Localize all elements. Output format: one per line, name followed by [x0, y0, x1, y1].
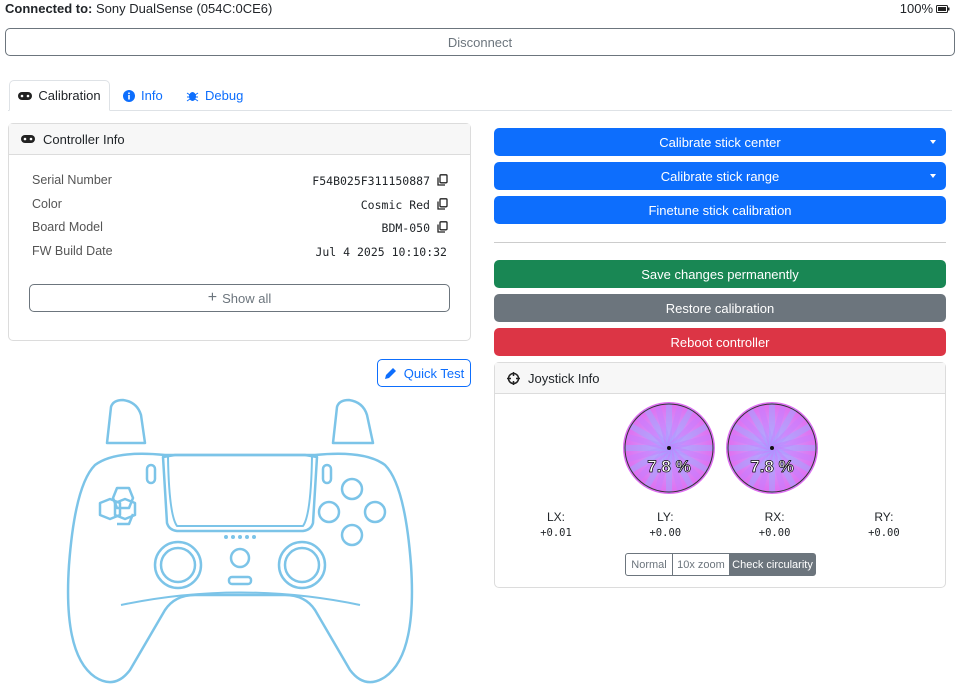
- axis-label: LY:: [657, 510, 674, 524]
- info-label: Color: [32, 196, 62, 211]
- stick-graphic: [623, 402, 715, 494]
- mode-button[interactable]: Check circularity: [729, 553, 816, 576]
- gamepad-icon: [21, 135, 35, 143]
- show-all-button[interactable]: + Show all: [29, 284, 450, 312]
- copy-glyph: [437, 174, 448, 186]
- copy-glyph: [437, 197, 448, 210]
- info-value: F54B025F311150887: [312, 174, 430, 188]
- tab-active[interactable]: Calibration: [9, 80, 110, 111]
- info-label: Serial Number: [32, 173, 112, 187]
- card-header: Joystick Info: [495, 363, 945, 394]
- button-label: Show all: [222, 290, 272, 306]
- controller-info-card: Controller Info Serial Number F54B025F311…: [8, 123, 471, 341]
- joystick-info-card: Joystick Info: [494, 362, 946, 588]
- info-label: FW Build Date: [32, 244, 113, 259]
- button-label: Restore calibration: [665, 300, 775, 316]
- tab-line: [8, 110, 952, 111]
- tab[interactable]: Info: [123, 88, 163, 103]
- quick-test-button[interactable]: Quick Test: [377, 359, 471, 387]
- gamepad-icon: [18, 91, 33, 100]
- divider: [494, 242, 946, 243]
- button-label: Finetune stick calibration: [648, 202, 792, 218]
- tab-label: Calibration: [38, 88, 101, 103]
- axis-label: LX:: [546, 510, 565, 524]
- stick-circle: 7.8 %: [622, 401, 716, 495]
- dropdown-caret: [930, 140, 936, 144]
- action-button[interactable]: Reboot controller: [494, 328, 946, 356]
- button-label: Calibrate stick range: [660, 168, 780, 184]
- info-label: Board Model: [32, 220, 103, 235]
- action-button[interactable]: Restore calibration: [494, 294, 946, 322]
- dropdown-caret: [930, 174, 936, 178]
- copy-icon[interactable]: [437, 197, 448, 213]
- stick-graphic: [726, 402, 818, 494]
- copy-glyph: [437, 221, 448, 234]
- action-button[interactable]: Save changes permanently: [494, 260, 946, 288]
- mode-button[interactable]: Normal: [625, 553, 673, 576]
- connection: Connected to: Sony DualSense (054C:0CE6): [5, 1, 272, 16]
- copy-icon[interactable]: [437, 174, 448, 189]
- circularity-value: 7.8 %: [750, 457, 794, 477]
- connected-label: Connected to:: [5, 1, 93, 16]
- tab[interactable]: Debug: [186, 88, 243, 103]
- axis-value: +0.01: [540, 527, 572, 539]
- device-name: Sony DualSense (054C:0CE6): [96, 1, 273, 16]
- bug-icon: [186, 92, 199, 102]
- axis-value: +0.00: [649, 527, 682, 539]
- axis-value: +0.00: [868, 527, 900, 539]
- button-label: Reboot controller: [670, 334, 770, 350]
- pencil-icon: [384, 367, 396, 379]
- disconnect-button[interactable]: Disconnect: [5, 28, 955, 56]
- plus-icon: +: [207, 289, 218, 306]
- battery: 100%: [900, 1, 950, 16]
- info-value: BDM-050: [381, 221, 430, 236]
- button-label: Quick Test: [403, 365, 465, 381]
- card-header: Controller Info: [9, 124, 470, 155]
- info-value: Cosmic Red: [360, 197, 430, 212]
- axis-label: RY:: [874, 510, 894, 524]
- crosshair-icon: [507, 371, 520, 385]
- action-button[interactable]: Calibrate stick range: [494, 162, 946, 190]
- action-button[interactable]: Calibrate stick center: [494, 128, 946, 156]
- info-value: Jul 4 2025 10:10:32: [315, 245, 447, 260]
- card-title: Controller Info: [43, 131, 125, 147]
- copy-icon[interactable]: [437, 221, 448, 236]
- info-icon: [123, 89, 135, 102]
- button-label: Calibrate stick center: [659, 134, 781, 150]
- mode-button[interactable]: 10x zoom: [672, 553, 730, 576]
- battery-icon: [936, 4, 950, 13]
- button-label: Save changes permanently: [641, 266, 799, 282]
- axis-value: +0.00: [758, 527, 791, 539]
- card-title: Joystick Info: [528, 370, 600, 386]
- axis-label: RX:: [764, 510, 785, 524]
- stick-circle: 7.8 %: [725, 401, 819, 495]
- controller-illustration: [66, 398, 414, 684]
- circularity-value: 7.8 %: [647, 457, 691, 477]
- tab-label: Info: [141, 88, 163, 103]
- action-button[interactable]: Finetune stick calibration: [494, 196, 946, 224]
- tab-label: Debug: [205, 88, 244, 103]
- battery-level: 100%: [899, 1, 933, 16]
